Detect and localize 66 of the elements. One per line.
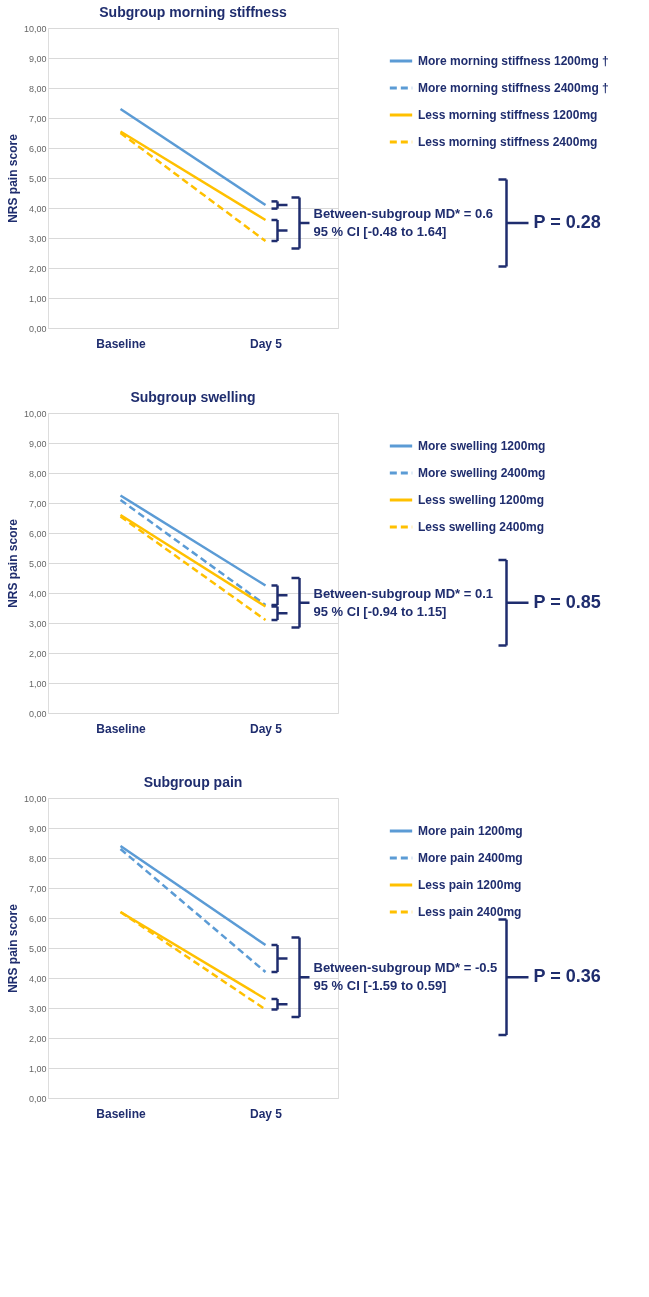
y-tick-label: 2,00 [28,263,47,274]
legend-label: More pain 2400mg [418,851,523,865]
x-tick-label: Day 5 [249,721,283,736]
y-tick-label: 2,00 [28,1033,47,1044]
text: P = 0.36 [533,966,601,987]
y-tick-label: 10,00 [23,23,47,34]
y-tick-label: 9,00 [28,823,47,834]
y-tick-label: 6,00 [28,528,47,539]
annotation: 95 % CI [-0.48 to 1.64] [313,224,447,239]
y-tick-label: 1,00 [28,678,47,689]
legend-label: Less pain 1200mg [418,878,522,892]
y-tick-label: 4,00 [28,588,47,599]
text: P = 0.28 [533,212,601,232]
y-tick-label: 8,00 [28,83,47,94]
legend-label: Less morning stiffness 2400mg [418,135,598,149]
chart-title: Subgroup swelling [130,389,256,405]
chart-title: Subgroup morning stiffness [99,4,287,20]
y-axis-title: NRS pain score [5,518,20,608]
y-tick-label: 2,00 [28,648,47,659]
y-tick-label: 4,00 [28,973,47,984]
legend-label: More morning stiffness 2400mg † [418,81,609,95]
y-tick-label: 3,00 [28,1003,47,1014]
y-tick-label: 5,00 [28,558,47,569]
annotation: Between-subgroup MD* = -0.5 [313,960,498,976]
annotation: Between-subgroup MD* = 0.6 [313,206,493,221]
y-tick-label: 3,00 [28,618,47,629]
y-tick-label: 10,00 [23,793,47,804]
y-tick-label: 8,00 [28,468,47,479]
y-tick-label: 7,00 [28,498,47,509]
legend-label: More swelling 1200mg [418,439,546,453]
y-tick-label: 10,00 [23,408,47,419]
y-tick-label: 5,00 [28,943,47,954]
legend-label: More swelling 2400mg [418,466,546,480]
x-tick-label: Day 5 [249,1106,283,1121]
legend-label: More morning stiffness 1200mg † [418,54,609,68]
y-tick-label: 6,00 [28,913,47,924]
annotation: 95 % CI [-1.59 to 0.59] [313,978,447,994]
y-axis-title: NRS pain score [5,903,20,993]
y-tick-label: 6,00 [28,143,47,154]
legend-label: Less morning stiffness 1200mg [418,108,598,122]
y-tick-label: 9,00 [28,438,47,449]
y-tick-label: 3,00 [28,233,47,244]
legend-label: Less swelling 1200mg [418,493,545,507]
x-tick-label: Day 5 [249,336,283,351]
y-tick-label: 7,00 [28,883,47,894]
y-tick-label: 9,00 [28,53,47,64]
annotation: Between-subgroup MD* = 0.1 [313,585,493,601]
y-tick-label: 7,00 [28,113,47,124]
x-tick-label: Baseline [96,721,147,736]
y-tick-label: 8,00 [28,853,47,864]
y-tick-label: 1,00 [28,293,47,304]
legend-label: More pain 1200mg [418,824,523,838]
legend-label: Less pain 2400mg [418,905,522,919]
y-tick-label: 5,00 [28,173,47,184]
y-tick-label: 4,00 [28,203,47,214]
x-tick-label: Baseline [96,336,147,351]
y-tick-label: 0,00 [28,323,47,334]
chart-title: Subgroup pain [143,774,243,790]
y-tick-label: 0,00 [28,708,47,719]
annotation: 95 % CI [-0.94 to 1.15] [313,603,447,619]
x-tick-label: Baseline [96,1106,147,1121]
text: P = 0.85 [533,591,601,612]
legend-label: Less swelling 2400mg [418,520,545,534]
y-axis-title: NRS pain score [5,133,20,223]
y-tick-label: 1,00 [28,1063,47,1074]
y-tick-label: 0,00 [28,1093,47,1104]
